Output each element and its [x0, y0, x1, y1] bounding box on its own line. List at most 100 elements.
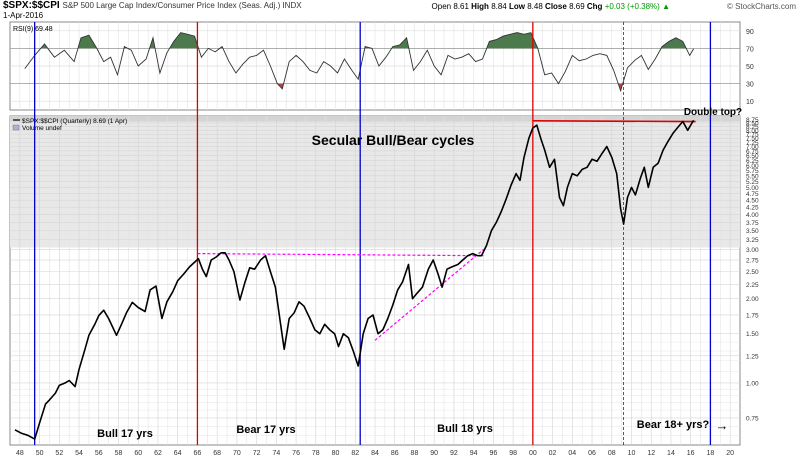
quote-summary: Open 8.61 High 8.84 Low 8.48 Close 8.69 … — [432, 2, 670, 11]
x-tick-label: 14 — [667, 450, 675, 457]
high-value: 8.84 — [491, 2, 507, 11]
rsi-legend: RSI(9) 69.48 — [13, 26, 53, 33]
x-tick-label: 66 — [194, 450, 202, 457]
x-tick-label: 06 — [588, 450, 596, 457]
price-tick-label: 6.25 — [746, 158, 759, 165]
price-tick-label: 7.50 — [746, 136, 759, 143]
x-tick-label: 90 — [430, 450, 438, 457]
price-series-line — [14, 119, 695, 440]
x-tick-label: 08 — [608, 450, 616, 457]
price-tick-label: 5.75 — [746, 168, 759, 175]
x-tick-label: 86 — [391, 450, 399, 457]
price-tick-label: 1.50 — [746, 331, 759, 338]
price-tick-label: 3.25 — [746, 237, 759, 244]
x-tick-label: 64 — [174, 450, 182, 457]
x-tick-label: 76 — [292, 450, 300, 457]
cycle-label: Bear 17 yrs — [236, 424, 295, 436]
cycle-label: Bull 17 yrs — [97, 428, 153, 440]
ticker-title: $SPX:$$CPI S&P 500 Large Cap Index/Consu… — [3, 0, 302, 11]
x-tick-label: 72 — [253, 450, 261, 457]
x-tick-label: 98 — [509, 450, 517, 457]
bear-arrow-icon: → — [716, 418, 729, 433]
x-tick-label: 74 — [272, 450, 280, 457]
rsi-overbought-fill — [40, 32, 687, 49]
x-tick-label: 70 — [233, 450, 241, 457]
x-tick-label: 82 — [351, 450, 359, 457]
price-tick-label: 2.00 — [746, 296, 759, 303]
x-tick-label: 52 — [55, 450, 63, 457]
price-tick-label: 2.25 — [746, 282, 759, 289]
price-tick-label: 4.25 — [746, 205, 759, 212]
price-legend: $SPX:$$CPI (Quarterly) 8.69 (1 Apr) — [22, 118, 127, 125]
x-tick-label: 58 — [115, 450, 123, 457]
double-top-annotation: Double top? — [684, 107, 742, 118]
x-tick-label: 78 — [312, 450, 320, 457]
rsi-tick-label: 30 — [746, 82, 754, 89]
price-tick-label: 6.50 — [746, 153, 759, 160]
price-tick-label: 8.50 — [746, 120, 759, 127]
price-tick-label: 8.00 — [746, 128, 759, 135]
price-tick-label: 1.25 — [746, 353, 759, 360]
x-tick-label: 12 — [647, 450, 655, 457]
ticker-description: S&P 500 Large Cap Index/Consumer Price I… — [62, 1, 302, 10]
price-tick-label: 7.00 — [746, 144, 759, 151]
x-tick-label: 80 — [332, 450, 340, 457]
chart-header: $SPX:$$CPI S&P 500 Large Cap Index/Consu… — [0, 0, 800, 20]
x-tick-label: 00 — [529, 450, 537, 457]
x-tick-label: 48 — [16, 450, 24, 457]
x-tick-label: 16 — [687, 450, 695, 457]
low-label: Low — [509, 2, 525, 11]
price-tick-label: 7.25 — [746, 140, 759, 147]
rsi-tick-label: 50 — [746, 64, 754, 71]
x-tick-label: 18 — [707, 450, 715, 457]
x-tick-label: 88 — [411, 450, 419, 457]
close-value: 8.69 — [569, 2, 585, 11]
price-tick-label: 6.75 — [746, 148, 759, 155]
cycle-label: Bear 18+ yrs? — [637, 419, 710, 431]
low-value: 8.48 — [527, 2, 543, 11]
cycle-label: Bull 18 yrs — [437, 423, 493, 435]
magenta-trendline — [374, 249, 484, 341]
x-tick-label: 62 — [154, 450, 162, 457]
price-tick-label: 4.00 — [746, 212, 759, 219]
rsi-tick-label: 90 — [746, 29, 754, 36]
x-tick-label: 02 — [549, 450, 557, 457]
price-tick-label: 1.75 — [746, 312, 759, 319]
x-tick-label: 20 — [726, 450, 734, 457]
price-tick-label: 2.75 — [746, 258, 759, 265]
price-tick-label: 7.75 — [746, 132, 759, 139]
main-chart-title: Secular Bull/Bear cycles — [312, 132, 475, 148]
open-label: Open — [431, 2, 452, 11]
price-tick-label: 2.50 — [746, 269, 759, 276]
price-tick-label: 8.75 — [746, 117, 759, 124]
x-tick-label: 92 — [450, 450, 458, 457]
price-tick-label: 6.00 — [746, 163, 759, 170]
x-tick-label: 56 — [95, 450, 103, 457]
chg-value: +0.03 (+0.38%) — [604, 2, 660, 11]
volume-legend-swatch — [12, 124, 20, 131]
magenta-trendline — [197, 252, 484, 257]
price-tick-label: 3.75 — [746, 220, 759, 227]
x-tick-label: 60 — [134, 450, 142, 457]
price-tick-label: 8.25 — [746, 124, 759, 131]
open-value: 8.61 — [453, 2, 469, 11]
ticker-symbol: $SPX:$$CPI — [3, 0, 60, 11]
x-tick-label: 94 — [470, 450, 478, 457]
price-tick-label: 5.25 — [746, 179, 759, 186]
x-tick-label: 54 — [75, 450, 83, 457]
volume-legend: Volume undef — [22, 125, 62, 132]
rsi-line — [24, 32, 694, 93]
x-tick-label: 68 — [213, 450, 221, 457]
rsi-tick-label: 10 — [746, 99, 754, 106]
resistance-line — [532, 120, 696, 123]
price-tick-label: 5.00 — [746, 185, 759, 192]
price-tick-label: 3.50 — [746, 228, 759, 235]
price-tick-label: 5.50 — [746, 173, 759, 180]
x-tick-label: 50 — [36, 450, 44, 457]
price-tick-label: 4.75 — [746, 191, 759, 198]
x-tick-label: 10 — [628, 450, 636, 457]
x-tick-label: 84 — [371, 450, 379, 457]
price-tick-label: 1.00 — [746, 380, 759, 387]
price-tick-label: 0.75 — [746, 415, 759, 422]
